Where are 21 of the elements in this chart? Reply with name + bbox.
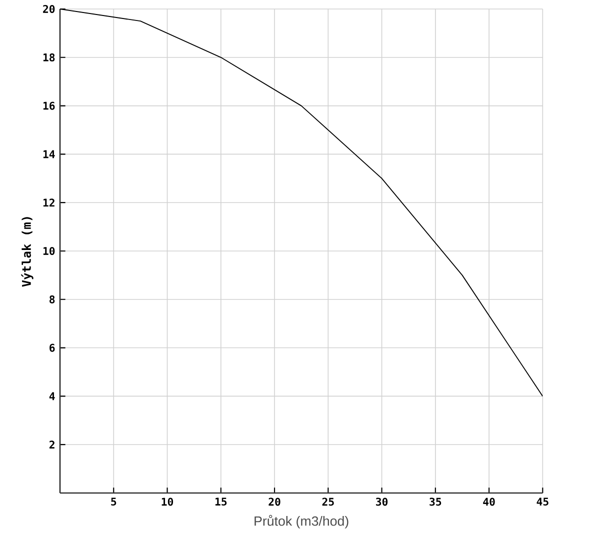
x-tick-label: 40 bbox=[483, 498, 495, 506]
y-tick-label: 20 bbox=[43, 4, 55, 14]
x-axis-title: Průtok (m3/hod) bbox=[254, 514, 348, 528]
y-tick-label: 12 bbox=[43, 198, 54, 207]
y-tick-label: 10 bbox=[43, 246, 55, 256]
y-tick-label: 2 bbox=[49, 440, 54, 449]
x-tick-label: 20 bbox=[268, 498, 280, 506]
y-tick-label: 8 bbox=[50, 295, 55, 304]
x-tick-label: 5 bbox=[111, 498, 116, 506]
y-tick-label: 16 bbox=[43, 102, 55, 110]
y-tick-label: 6 bbox=[50, 344, 55, 352]
x-tick-label: 15 bbox=[215, 498, 227, 506]
x-tick-label: 35 bbox=[430, 498, 442, 506]
x-tick-label: 30 bbox=[376, 498, 388, 506]
y-tick-label: 4 bbox=[49, 392, 55, 400]
x-tick-label: 45 bbox=[536, 498, 548, 506]
y-tick-label: 18 bbox=[43, 53, 55, 62]
x-tick-label: 25 bbox=[322, 498, 334, 506]
x-tick-label: 10 bbox=[162, 498, 174, 506]
y-tick-label: 14 bbox=[43, 150, 55, 158]
y-axis-title: Výtlak (m) bbox=[21, 217, 34, 287]
